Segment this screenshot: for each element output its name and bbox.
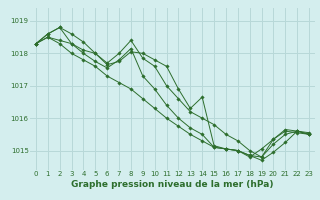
X-axis label: Graphe pression niveau de la mer (hPa): Graphe pression niveau de la mer (hPa)	[71, 180, 274, 189]
